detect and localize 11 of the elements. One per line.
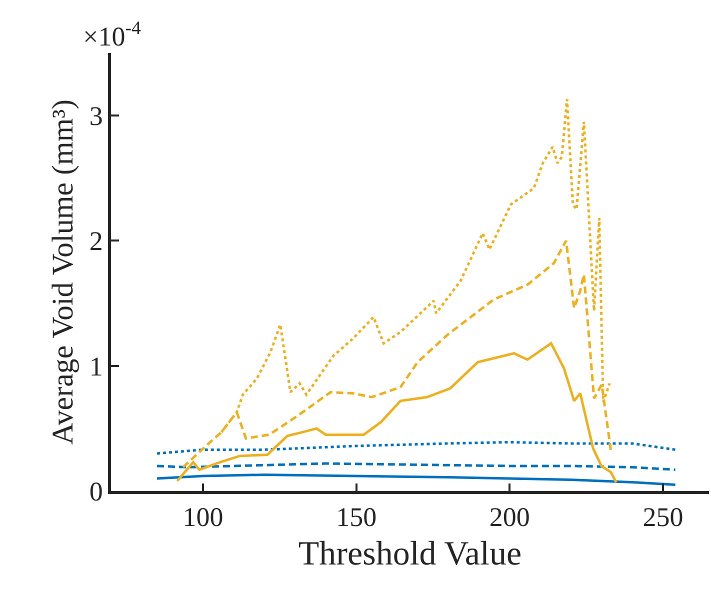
x-axis-title: Threshold Value bbox=[298, 535, 522, 572]
x-tick-label: 250 bbox=[642, 502, 684, 532]
y-tick-label: 2 bbox=[89, 226, 103, 256]
x-tick-label: 200 bbox=[489, 502, 530, 532]
y-tick-label: 0 bbox=[89, 476, 103, 506]
text: ×10$^{-4}$ bbox=[83, 18, 142, 52]
y-axis-title: Average Void Volume (mm³) bbox=[46, 99, 80, 445]
x-tick-label: 150 bbox=[336, 502, 377, 532]
x-tick-label: 100 bbox=[182, 502, 224, 532]
y-tick-label: 3 bbox=[89, 101, 103, 132]
y-tick-label: 1 bbox=[89, 351, 103, 382]
